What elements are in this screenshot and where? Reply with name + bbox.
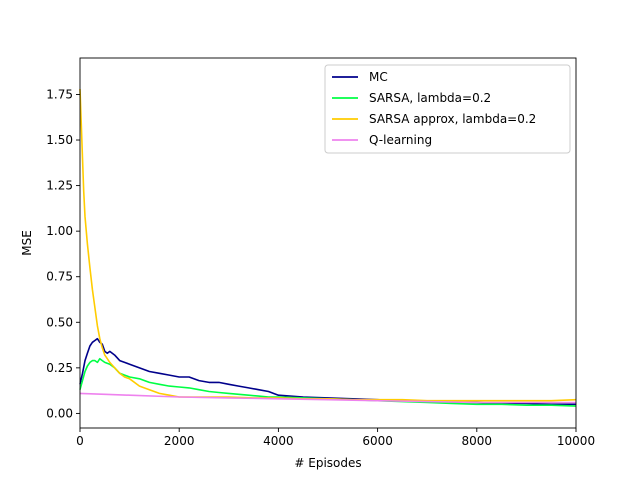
legend-label-3: Q-learning (369, 133, 432, 147)
legend-label-1: SARSA, lambda=0.2 (369, 91, 491, 105)
y-tick-label: 0.25 (46, 361, 73, 375)
y-tick-label: 1.25 (46, 179, 73, 193)
y-tick-label: 0.50 (46, 315, 73, 329)
y-tick-label: 1.50 (46, 133, 73, 147)
x-tick-label: 6000 (362, 434, 393, 448)
series-line-3 (79, 392, 576, 404)
y-tick-label: 0.75 (46, 270, 73, 284)
x-tick-label: 8000 (462, 434, 493, 448)
x-axis-label: # Episodes (294, 456, 361, 470)
x-tick-label: 0 (76, 434, 84, 448)
legend: MC SARSA, lambda=0.2 SARSA approx, lambda=… (324, 64, 571, 154)
y-tick-label: 1.75 (46, 87, 73, 101)
series-layer (79, 88, 577, 407)
x-tick-label: 4000 (263, 434, 294, 448)
legend-label-0: MC (369, 70, 388, 84)
y-tick-label: 1.00 (46, 224, 73, 238)
legend-label-2: SARSA approx, lambda=0.2 (369, 112, 536, 126)
x-tick-label: 10000 (557, 434, 595, 448)
y-tick-label: 0.00 (46, 406, 73, 420)
legend-box (324, 64, 571, 154)
axes-layer: 0 2000 4000 6000 8000 10000 0.00 0.25 0.50 0.75 1.… (46, 57, 595, 448)
series-line-2 (79, 88, 577, 402)
x-tick-label: 2000 (164, 434, 195, 448)
y-axis-label: MSE (20, 230, 34, 256)
axes-frame (79, 57, 577, 429)
